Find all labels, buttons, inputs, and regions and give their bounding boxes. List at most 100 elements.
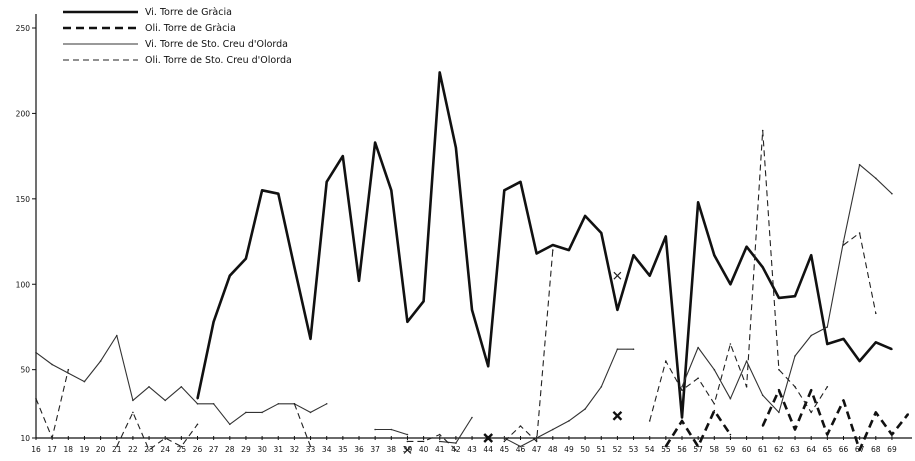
- data-point: [858, 360, 861, 362]
- data-point: [891, 433, 893, 436]
- x-tick-label: 46: [516, 445, 526, 454]
- data-point: [116, 334, 118, 337]
- x-tick-label: 64: [806, 445, 816, 454]
- data-point: [778, 297, 780, 299]
- data-point: [535, 437, 538, 439]
- data-point: [99, 360, 102, 362]
- legend-item: Vi. Torre de Gràcia: [63, 7, 232, 18]
- data-point: [778, 389, 780, 392]
- y-tick-label: 200: [16, 109, 31, 118]
- series-line: [116, 411, 198, 451]
- data-point: [794, 428, 796, 431]
- data-point: [648, 274, 651, 277]
- x-tick-label: 66: [839, 445, 849, 454]
- x-tick-label: 40: [419, 445, 429, 454]
- data-point: [374, 141, 376, 144]
- data-point: [697, 201, 699, 204]
- data-point: [535, 440, 538, 443]
- series-line: [35, 369, 69, 439]
- x-tick-label: 54: [645, 445, 655, 454]
- data-point: [600, 386, 603, 388]
- data-point: [406, 440, 409, 443]
- data-point: [552, 249, 554, 251]
- x-tick-label: 49: [564, 445, 574, 454]
- data-point: [778, 411, 780, 414]
- x-tick-label: 68: [871, 445, 881, 454]
- series-line: [649, 129, 828, 422]
- data-point: [761, 394, 764, 397]
- x-tick-label: 26: [193, 445, 203, 454]
- data-point: [697, 346, 699, 349]
- data-point: [35, 351, 37, 354]
- x-tick-label: 58: [710, 445, 720, 454]
- data-point: [761, 425, 764, 427]
- x-tick-label: 36: [354, 445, 364, 454]
- data-point: [455, 449, 457, 451]
- data-point: [438, 433, 441, 436]
- data-point: [648, 420, 651, 422]
- x-tick-label: 25: [177, 445, 187, 454]
- data-point: [83, 380, 86, 383]
- data-point: [810, 254, 812, 256]
- data-point: [342, 155, 344, 157]
- data-point: [713, 368, 716, 371]
- data-point: [519, 425, 522, 427]
- data-point: [519, 181, 522, 183]
- data-point: [681, 420, 683, 422]
- x-tick-label: 29: [241, 445, 251, 454]
- data-point: [503, 189, 506, 192]
- x-tick-label: 44: [483, 445, 493, 454]
- x-tick-label: 41: [435, 445, 445, 454]
- y-tick-label: 250: [16, 24, 31, 33]
- legend-item: Oli. Torre de Gràcia: [63, 23, 236, 34]
- data-point: [875, 312, 877, 315]
- data-point: [261, 189, 263, 192]
- x-tick-label: 20: [96, 445, 106, 454]
- chart-legend: Vi. Torre de Gràcia Oli. Torre de Gràcia V…: [63, 7, 292, 66]
- data-point: [196, 397, 199, 400]
- data-point: [826, 326, 829, 328]
- data-point: [907, 413, 909, 415]
- x-tick-label: 55: [661, 445, 671, 454]
- data-point: [632, 348, 635, 351]
- data-point: [35, 397, 37, 400]
- x-tick-label: 43: [467, 445, 477, 454]
- data-point: [600, 232, 603, 234]
- series-line: [35, 334, 327, 425]
- y-tick-label: 150: [16, 195, 31, 204]
- data-point: [826, 386, 829, 388]
- data-point: [422, 440, 425, 443]
- data-point: [681, 416, 683, 419]
- data-point: [487, 365, 490, 368]
- y-tick-label: 10: [20, 434, 30, 443]
- x-marker: [612, 410, 623, 421]
- data-point: [503, 440, 506, 443]
- x-tick-label: 53: [629, 445, 639, 454]
- data-point: [616, 348, 619, 351]
- legend-label: Vi. Torre de Sto. Creu d'Olorda: [145, 39, 288, 50]
- data-point: [891, 192, 893, 195]
- data-point: [697, 445, 699, 448]
- data-point: [810, 411, 812, 414]
- data-point: [729, 433, 732, 436]
- data-point: [261, 411, 263, 414]
- data-point: [309, 411, 312, 414]
- data-point: [390, 428, 393, 431]
- data-point: [681, 389, 683, 392]
- series-line: [503, 250, 554, 442]
- data-point: [810, 334, 812, 337]
- data-point: [67, 372, 70, 374]
- data-point: [826, 433, 829, 436]
- series-line: [504, 348, 634, 448]
- data-point: [180, 445, 183, 448]
- data-point: [729, 397, 732, 400]
- x-tick-label: 45: [500, 445, 510, 454]
- series-line: [293, 403, 312, 447]
- x-tick-label: 63: [790, 445, 800, 454]
- x-tick-label: 56: [677, 445, 687, 454]
- data-point: [422, 300, 425, 303]
- legend-item: Vi. Torre de Sto. Creu d'Olorda: [63, 39, 288, 50]
- data-point: [519, 445, 522, 448]
- data-point: [132, 411, 134, 414]
